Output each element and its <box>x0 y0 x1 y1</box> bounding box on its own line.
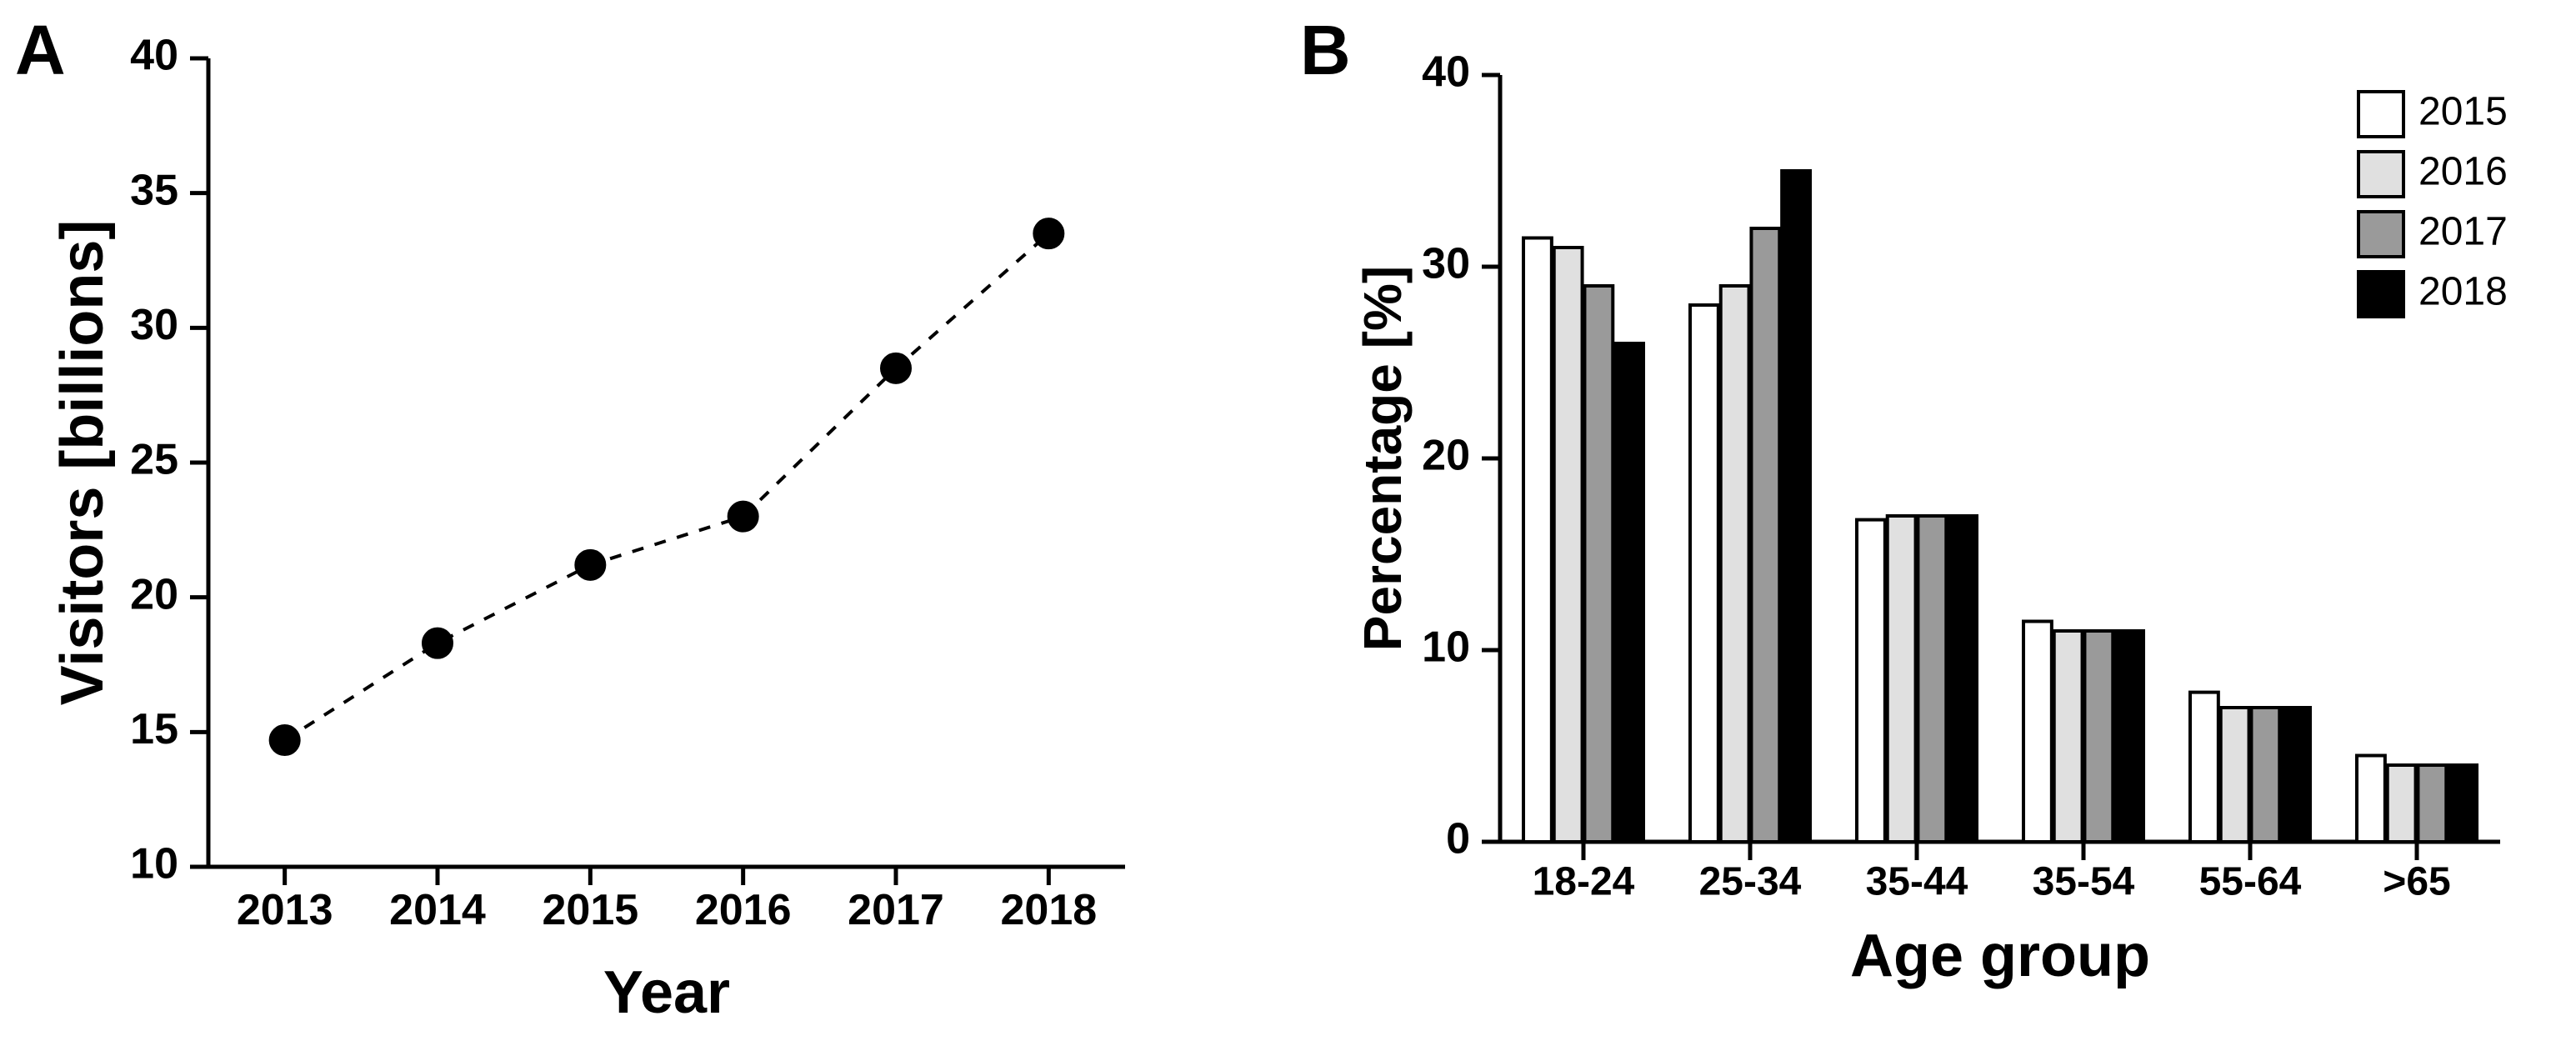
svg-text:Percentage [%]: Percentage [%] <box>1353 266 1413 651</box>
svg-text:0: 0 <box>1446 815 1470 863</box>
svg-text:55-64: 55-64 <box>2199 860 2302 904</box>
svg-text:18-24: 18-24 <box>1533 860 1635 904</box>
svg-text:10: 10 <box>1422 623 1470 672</box>
svg-text:2018: 2018 <box>2418 270 2508 314</box>
svg-text:>65: >65 <box>2383 860 2450 904</box>
svg-text:30: 30 <box>1422 240 1470 288</box>
svg-text:2015: 2015 <box>2418 90 2508 134</box>
svg-text:Age group: Age group <box>1850 923 2150 989</box>
svg-text:2017: 2017 <box>2418 210 2508 254</box>
figure-container: A B 101520253035402013201420152016201720… <box>0 0 2576 1046</box>
svg-text:2016: 2016 <box>2418 150 2508 194</box>
svg-text:25-34: 25-34 <box>1699 860 1802 904</box>
svg-text:40: 40 <box>1422 48 1470 97</box>
svg-text:20: 20 <box>1422 432 1470 480</box>
panel-b-chart: 0 10 20 30 40 18-24 25-34 35-44 35-54 55-64 >65 Age… <box>0 0 2576 1046</box>
svg-text:35-44: 35-44 <box>1866 860 1968 904</box>
svg-text:35-54: 35-54 <box>2033 860 2135 904</box>
